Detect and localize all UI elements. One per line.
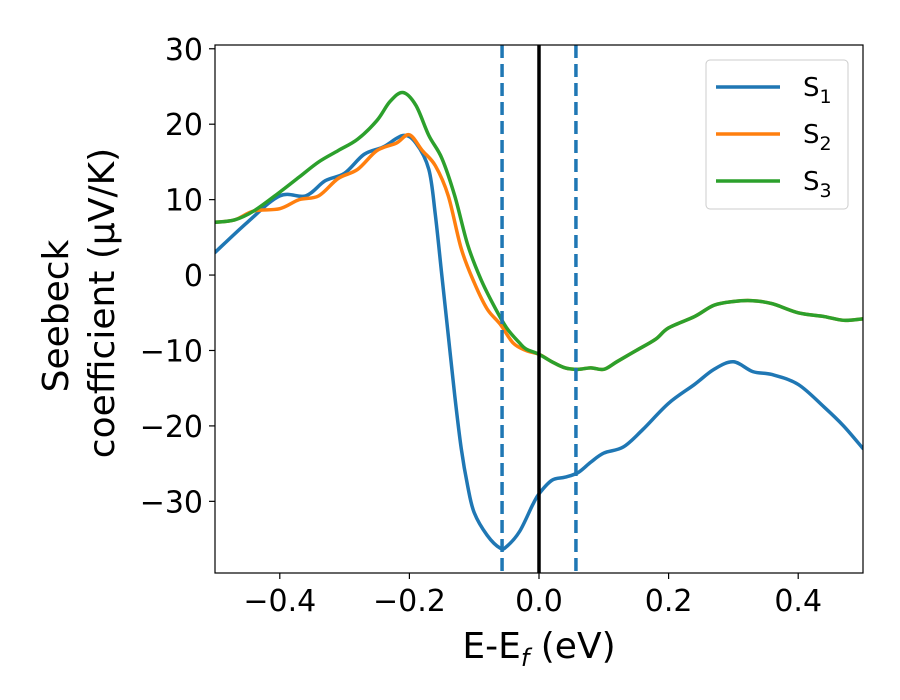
x-tick-label: 0.2	[645, 584, 693, 619]
y-tick-label: 0	[184, 259, 203, 294]
y-axis-label: Seebeck coefficient (μV/K)	[36, 148, 123, 458]
x-axis-ticks: −0.4 −0.2 0.0 0.2 0.4	[243, 573, 822, 619]
series-line-s3	[215, 90, 863, 372]
y-tick-label: 20	[165, 108, 203, 143]
x-tick-label: 0.4	[774, 584, 822, 619]
y-tick-label: −30	[140, 485, 203, 520]
y-tick-label: −10	[140, 334, 203, 369]
legend: S1 S2 S3	[705, 59, 849, 210]
y-axis-label-line1: Seebeck	[36, 239, 77, 392]
legend-label-s1: S1	[803, 73, 832, 108]
y-tick-label: 10	[165, 184, 203, 219]
y-axis-ticks: −30 −20 −10 0 10 20 30	[140, 33, 215, 520]
series-layer	[215, 90, 863, 551]
y-tick-label: −20	[140, 410, 203, 445]
x-axis-label: E-Ef (eV)	[462, 626, 615, 672]
x-tick-label: −0.2	[373, 584, 446, 619]
y-axis-label-line2: coefficient (μV/K)	[82, 148, 123, 458]
x-tick-label: 0.0	[515, 584, 563, 619]
legend-label-s2: S2	[803, 120, 832, 155]
legend-label-s3: S3	[803, 167, 832, 202]
x-tick-label: −0.4	[243, 584, 316, 619]
y-tick-label: 30	[165, 33, 203, 68]
vline-layer	[500, 45, 578, 573]
